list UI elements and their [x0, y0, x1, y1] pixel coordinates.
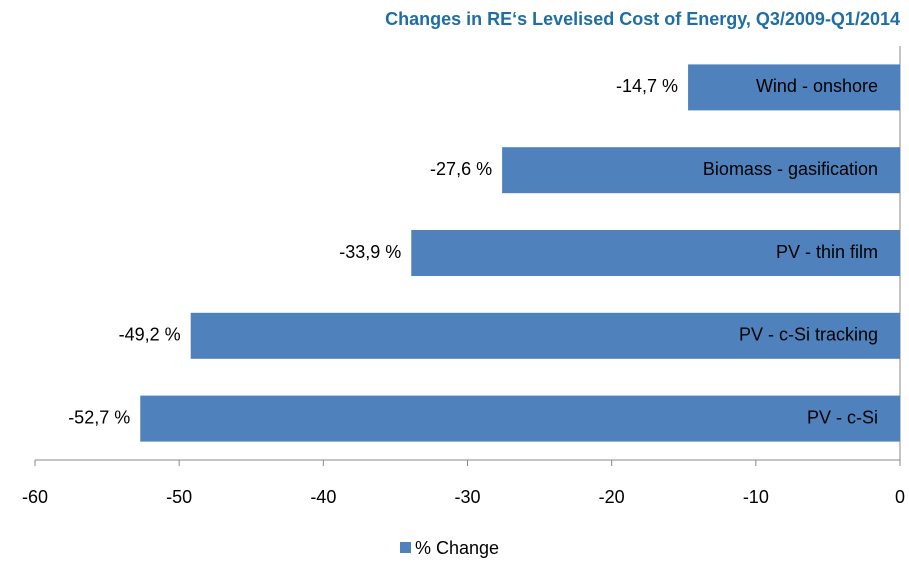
bar	[140, 395, 900, 442]
category-label: PV - thin film	[776, 242, 878, 262]
category-label: PV - c-Si	[807, 407, 878, 427]
value-label: -27,6 %	[430, 159, 492, 179]
legend-swatch	[400, 542, 411, 553]
value-label: -33,9 %	[339, 242, 401, 262]
x-tick-label: -40	[310, 487, 336, 507]
chart-title: Changes in RE‘s Levelised Cost of Energy…	[385, 9, 900, 29]
bar	[502, 147, 900, 194]
value-label: -52,7 %	[68, 407, 130, 427]
bar	[688, 64, 900, 111]
category-label: Biomass - gasification	[703, 159, 878, 179]
x-tick-label: -50	[166, 487, 192, 507]
x-tick-label: -30	[454, 487, 480, 507]
bar	[190, 312, 900, 359]
x-tick-label: 0	[895, 487, 905, 507]
x-tick-label: -60	[22, 487, 48, 507]
x-tick-label: -10	[743, 487, 769, 507]
legend-label: % Change	[415, 538, 499, 558]
value-label: -49,2 %	[119, 325, 181, 345]
bar	[411, 230, 900, 276]
category-label: PV - c-Si tracking	[739, 325, 878, 345]
value-label: -14,7 %	[616, 76, 678, 96]
category-label: Wind - onshore	[756, 76, 878, 96]
x-tick-label: -20	[599, 487, 625, 507]
